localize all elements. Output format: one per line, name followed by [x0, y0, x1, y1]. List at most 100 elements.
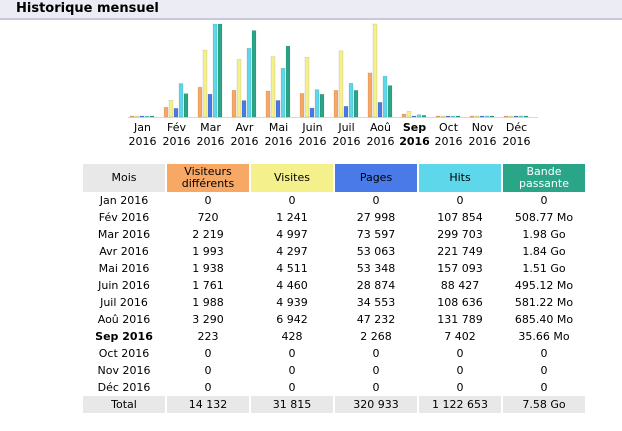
bar-bande-passante-oct [455, 115, 461, 118]
bar-visiteurs-différents-juil [333, 90, 339, 118]
header-visitors-line2: différents [181, 177, 235, 190]
cell-month: Nov 2016 [97, 364, 151, 377]
bar-pages-juin [309, 107, 315, 118]
cell-pages: 0 [372, 194, 380, 207]
bar-bande-passante-mai [285, 45, 291, 118]
bar-visites-juil [338, 50, 344, 118]
cell-bandwidth: 508.77 Mo [514, 211, 574, 224]
bar-pages-nov [479, 115, 485, 118]
bar-pages-mai [275, 100, 281, 118]
cell-visitors: 1 761 [192, 279, 224, 292]
x-tick-label-year: 2016 [333, 135, 361, 148]
cell-pages: 0 [372, 347, 380, 360]
bar-bande-passante-jan [149, 115, 155, 118]
cell-bandwidth: 0 [540, 347, 548, 360]
x-tick-label-month: Mai [269, 121, 288, 134]
cell-bandwidth: 495.12 Mo [514, 279, 574, 292]
table-row: Déc 2016 0 0 0 0 0 [83, 379, 585, 396]
bar-pages-fév [173, 108, 179, 118]
total-hits: 1 122 653 [419, 396, 501, 413]
bar-hits-mar [212, 23, 218, 118]
section-title: Historique mensuel [16, 1, 159, 16]
x-tick-label-month: Juil [337, 121, 354, 134]
x-tick-label-month: Déc [506, 121, 527, 134]
header-visitors: Visiteurs différents [167, 164, 249, 192]
bar-bande-passante-sep [421, 115, 427, 118]
cell-hits: 0 [456, 194, 464, 207]
bar-visites-aoû [372, 23, 378, 118]
cell-bandwidth: 0 [540, 194, 548, 207]
x-tick-label-year: 2016 [435, 135, 463, 148]
cell-hits: 157 093 [437, 262, 483, 275]
x-tick-label-year: 2016 [399, 135, 430, 148]
table-row: Aoû 2016 3 290 6 942 47 232 131 789 685.40 Mo [83, 311, 585, 328]
cell-visits: 6 942 [276, 313, 308, 326]
x-tick-label-month: Nov [472, 121, 494, 134]
cell-visits: 428 [281, 330, 303, 343]
header-pages: Pages [335, 164, 417, 192]
bar-visiteurs-différents-mar [197, 87, 203, 118]
cell-hits: 221 749 [437, 245, 483, 258]
cell-bandwidth: 0 [540, 381, 548, 394]
cell-bandwidth: 1.98 Go [522, 228, 566, 241]
bar-visites-nov [474, 115, 480, 118]
bar-bande-passante-mar [217, 23, 223, 118]
cell-pages: 47 232 [356, 313, 396, 326]
cell-month: Aoû 2016 [97, 313, 151, 326]
x-tick-label-month: Mar [200, 121, 221, 134]
bar-visiteurs-différents-oct [435, 115, 441, 118]
total-month: Total [83, 396, 165, 413]
cell-bandwidth: 0 [540, 364, 548, 377]
bar-pages-jan [139, 115, 145, 118]
table-row: Avr 2016 1 993 4 297 53 063 221 749 1.84 Go [83, 243, 585, 260]
bar-pages-mar [207, 93, 213, 118]
total-visitors: 14 132 [167, 396, 249, 413]
cell-bandwidth: 1.51 Go [522, 262, 566, 275]
bar-hits-sep [416, 114, 422, 118]
monthly-stats-table: Mois Visiteurs différents Visites Pages … [81, 164, 587, 413]
x-tick-label-month: Jan [133, 121, 151, 134]
cell-visits: 4 460 [276, 279, 308, 292]
cell-hits: 131 789 [437, 313, 483, 326]
cell-visitors: 1 938 [192, 262, 224, 275]
bar-visites-mar [202, 49, 208, 118]
table-row: Mar 2016 2 219 4 997 73 597 299 703 1.98 Go [83, 226, 585, 243]
bar-pages-déc [513, 115, 519, 118]
header-month: Mois [83, 164, 165, 192]
header-bandwidth: Bande passante [503, 164, 585, 192]
cell-hits: 107 854 [437, 211, 483, 224]
bar-hits-nov [484, 115, 490, 118]
cell-month: Déc 2016 [97, 381, 151, 394]
cell-visits: 0 [288, 364, 296, 377]
table-row: Jan 2016 0 0 0 0 0 [83, 192, 585, 209]
cell-visitors: 2 219 [192, 228, 224, 241]
bar-visites-fév [168, 100, 174, 118]
table-row: Fév 2016 720 1 241 27 998 107 854 508.77 Mo [83, 209, 585, 226]
cell-hits: 0 [456, 364, 464, 377]
cell-hits: 7 402 [444, 330, 476, 343]
cell-hits: 0 [456, 347, 464, 360]
bar-visiteurs-différents-aoû [367, 72, 373, 118]
cell-pages: 27 998 [356, 211, 396, 224]
header-bandwidth-line2: passante [519, 177, 569, 190]
bar-visiteurs-différents-fév [163, 107, 169, 118]
cell-bandwidth: 35.66 Mo [518, 330, 570, 343]
table-row: Nov 2016 0 0 0 0 0 [83, 362, 585, 379]
cell-bandwidth: 581.22 Mo [514, 296, 574, 309]
bar-bande-passante-aoû [387, 85, 393, 118]
cell-visitors: 1 993 [192, 245, 224, 258]
bar-visiteurs-différents-sep [401, 113, 407, 118]
cell-hits: 88 427 [440, 279, 480, 292]
section-title-bar: Historique mensuel [0, 0, 622, 20]
bar-visites-jan [134, 115, 140, 118]
bar-visites-mai [270, 56, 276, 118]
bar-bande-passante-juin [319, 94, 325, 118]
header-visits: Visites [251, 164, 333, 192]
cell-visits: 0 [288, 381, 296, 394]
cell-pages: 34 553 [356, 296, 396, 309]
table-row: Juin 2016 1 761 4 460 28 874 88 427 495.12 Mo [83, 277, 585, 294]
x-tick-label-year: 2016 [129, 135, 157, 148]
bar-bande-passante-fév [183, 93, 189, 118]
total-pages: 320 933 [335, 396, 417, 413]
x-tick-label-month: Avr [236, 121, 254, 134]
